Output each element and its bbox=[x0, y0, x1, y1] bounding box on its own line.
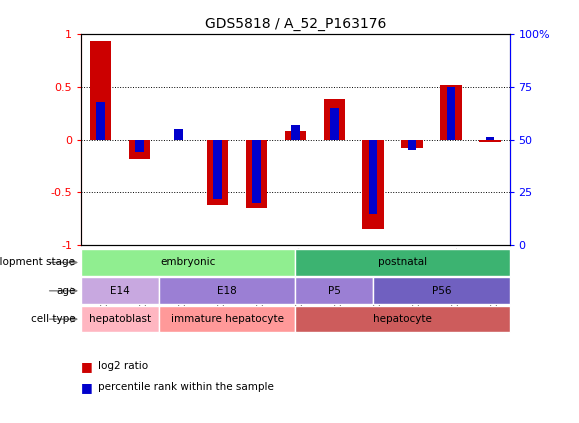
Bar bbox=[159, 306, 295, 332]
Text: E18: E18 bbox=[217, 286, 237, 296]
Bar bbox=[441, 85, 462, 140]
Bar bbox=[295, 249, 510, 276]
Text: embryonic: embryonic bbox=[160, 258, 216, 267]
Bar bbox=[129, 140, 150, 159]
Bar bbox=[486, 137, 494, 140]
Bar bbox=[90, 41, 111, 140]
Text: age: age bbox=[56, 286, 75, 296]
Bar bbox=[252, 140, 261, 203]
Bar bbox=[408, 140, 416, 150]
Text: P5: P5 bbox=[328, 286, 340, 296]
Text: immature hepatocyte: immature hepatocyte bbox=[171, 314, 284, 324]
Bar bbox=[324, 99, 345, 140]
Text: ■: ■ bbox=[81, 381, 93, 394]
Text: percentile rank within the sample: percentile rank within the sample bbox=[98, 382, 274, 393]
Text: log2 ratio: log2 ratio bbox=[98, 361, 149, 371]
Text: hepatocyte: hepatocyte bbox=[373, 314, 432, 324]
Bar bbox=[81, 306, 159, 332]
Bar bbox=[369, 140, 378, 214]
Bar bbox=[245, 140, 267, 209]
Text: ■: ■ bbox=[81, 360, 93, 373]
Bar bbox=[207, 140, 228, 205]
Bar bbox=[284, 131, 306, 140]
Text: hepatoblast: hepatoblast bbox=[89, 314, 151, 324]
Text: P56: P56 bbox=[431, 286, 451, 296]
Bar bbox=[96, 102, 105, 140]
Bar bbox=[213, 140, 222, 199]
Text: E14: E14 bbox=[110, 286, 130, 296]
Bar bbox=[330, 108, 339, 140]
Text: cell type: cell type bbox=[31, 314, 75, 324]
Bar bbox=[291, 125, 299, 140]
Bar bbox=[373, 277, 510, 304]
Bar bbox=[81, 277, 159, 304]
Bar bbox=[479, 140, 501, 142]
Bar bbox=[81, 249, 295, 276]
Text: development stage: development stage bbox=[0, 258, 75, 267]
Bar bbox=[295, 306, 510, 332]
Bar bbox=[174, 129, 183, 140]
Text: postnatal: postnatal bbox=[378, 258, 427, 267]
Bar bbox=[362, 140, 384, 229]
Bar bbox=[135, 140, 144, 152]
Bar bbox=[447, 87, 455, 140]
Bar bbox=[401, 140, 423, 148]
Title: GDS5818 / A_52_P163176: GDS5818 / A_52_P163176 bbox=[204, 17, 386, 31]
Bar bbox=[295, 277, 373, 304]
Bar bbox=[159, 277, 295, 304]
